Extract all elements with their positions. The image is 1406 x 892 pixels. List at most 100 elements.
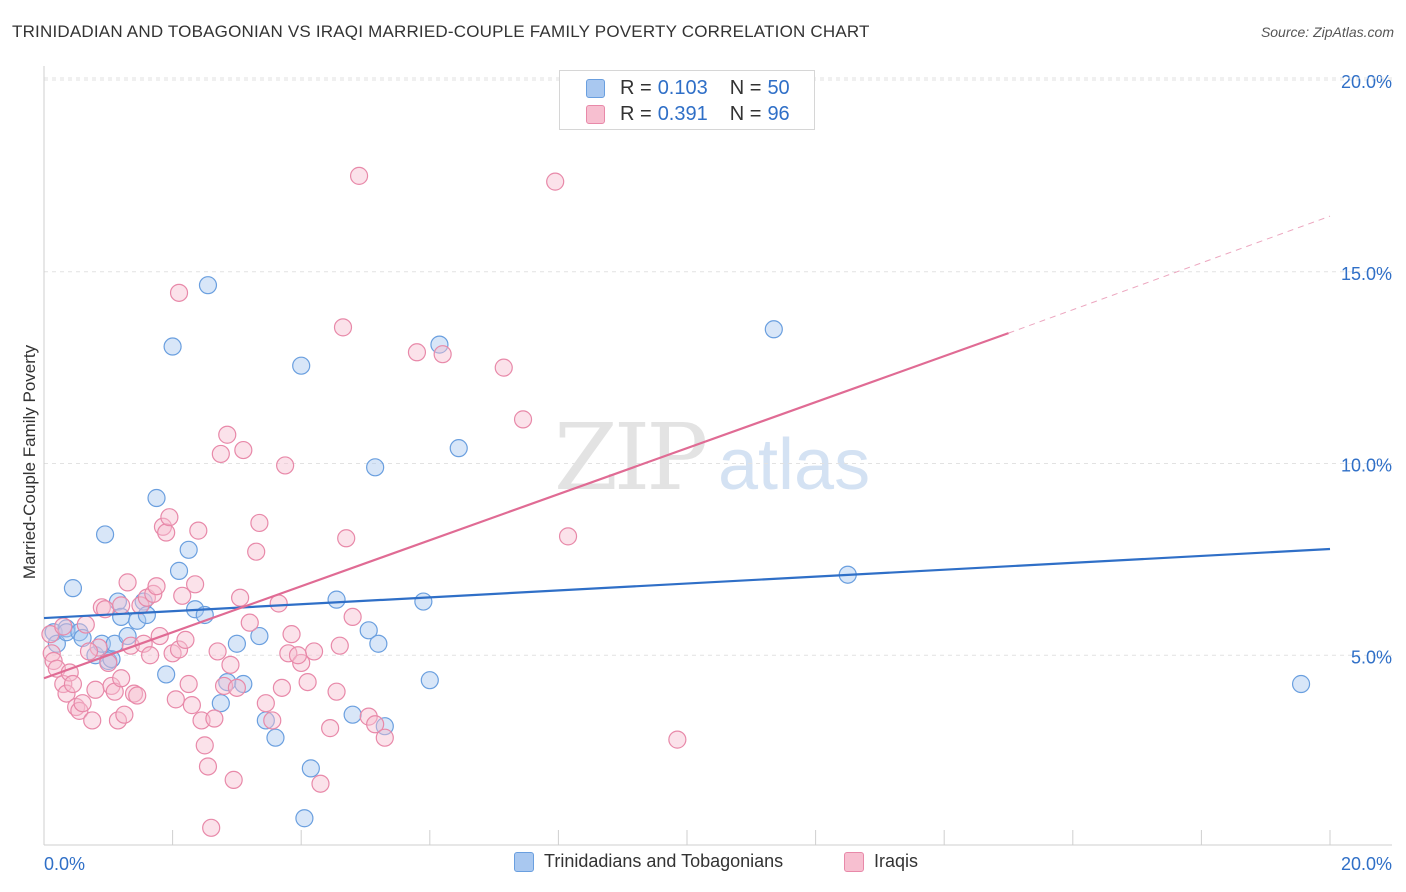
point-iraqi (173, 586, 192, 605)
point-trinidadian (57, 623, 76, 642)
point-iraqi (205, 709, 224, 728)
point-iraqi (176, 630, 195, 650)
x-tick-label: 20.0% (1341, 854, 1392, 874)
chart-title: TRINIDADIAN AND TOBAGONIAN VS IRAQI MARR… (12, 22, 870, 41)
y-axis-label: Married-Couple Family Poverty (20, 344, 39, 580)
point-iraqi (76, 615, 95, 634)
point-trinidadian (764, 320, 783, 339)
point-iraqi (250, 513, 269, 533)
point-iraqi (195, 736, 214, 755)
point-iraqi (115, 705, 134, 724)
watermark-atlas: atlas (718, 425, 871, 505)
point-trinidadian (301, 759, 320, 778)
point-trinidadian (420, 671, 439, 690)
point-iraqi (166, 690, 185, 709)
legend-swatch-iraqi (844, 851, 864, 872)
point-iraqi (231, 588, 250, 607)
point-iraqi (57, 684, 76, 703)
point-iraqi (83, 711, 102, 730)
legend-n-label: N = (729, 76, 762, 99)
point-iraqi (375, 728, 394, 747)
legend-r-value: 0.391 (657, 102, 708, 125)
point-trinidadian (295, 809, 314, 828)
point-iraqi (288, 646, 308, 665)
point-trinidadian (266, 728, 285, 747)
point-iraqi (337, 529, 356, 548)
point-trinidadian (1291, 674, 1311, 694)
point-trinidadian (211, 694, 230, 713)
legend-swatch-iraqi (586, 104, 605, 124)
point-iraqi (333, 318, 353, 337)
point-iraqi (366, 715, 385, 734)
legend-r-label: R = (620, 76, 652, 99)
point-iraqi (147, 577, 166, 596)
point-iraqi (321, 719, 340, 738)
point-iraqi (218, 425, 237, 444)
point-trinidadian (118, 626, 137, 646)
point-iraqi (102, 676, 121, 696)
point-iraqi (89, 638, 108, 657)
legend-item-trinidadian: Trinidadians and Tobagonians (514, 851, 783, 872)
point-trinidadian (163, 337, 182, 356)
point-iraqi (513, 410, 533, 429)
point-iraqi (227, 678, 246, 697)
legend-n-label: N = (729, 102, 762, 125)
point-iraqi (118, 573, 137, 592)
point-iraqi (327, 682, 346, 701)
point-iraqi (160, 508, 179, 527)
point-iraqi (189, 521, 208, 540)
point-trinidadian (95, 525, 115, 544)
point-iraqi (63, 674, 83, 694)
point-iraqi (169, 283, 189, 302)
correlation-legend: R = 0.103 N = 50 R = 0.391 N = 96 (559, 70, 815, 130)
point-trinidadian (169, 561, 189, 580)
point-iraqi (182, 696, 201, 715)
point-iraqi (407, 343, 427, 362)
point-iraqi (224, 770, 243, 789)
trendline-iraqi-extension (1008, 215, 1331, 334)
point-iraqi (276, 456, 295, 475)
trendline-iraqi (43, 332, 1009, 680)
point-trinidadian (157, 665, 176, 684)
point-iraqi (221, 655, 240, 674)
point-iraqi (202, 818, 221, 837)
point-iraqi (668, 730, 687, 749)
legend-item-iraqi: Iraqis (844, 851, 918, 872)
point-trinidadian (63, 579, 83, 598)
point-trinidadian (359, 621, 378, 640)
point-iraqi (169, 640, 189, 659)
point-iraqi (112, 596, 131, 615)
point-trinidadian (179, 540, 198, 559)
y-tick-label: 20.0% (1341, 72, 1392, 92)
point-iraqi (208, 642, 227, 661)
y-tick-label: 10.0% (1341, 456, 1392, 476)
point-trinidadian (227, 634, 246, 653)
point-iraqi (256, 694, 275, 713)
point-iraqi (546, 172, 565, 191)
trendline-trinidadian (43, 547, 1331, 620)
point-iraqi (304, 642, 324, 661)
point-iraqi (124, 684, 144, 703)
point-trinidadian (369, 634, 388, 653)
point-trinidadian (343, 705, 362, 724)
point-iraqi (140, 646, 160, 665)
legend-label-iraqi: Iraqis (874, 851, 919, 871)
point-iraqi (198, 757, 218, 776)
point-iraqi (234, 440, 253, 460)
point-trinidadian (327, 590, 346, 609)
legend-swatch-trinidadian (514, 851, 534, 872)
point-iraqi (311, 774, 330, 793)
point-trinidadian (414, 592, 433, 611)
point-iraqi (73, 694, 92, 713)
y-tick-label: 15.0% (1341, 264, 1392, 284)
point-iraqi (282, 625, 301, 644)
point-iraqi (54, 674, 73, 694)
watermark-zip: ZIP (554, 404, 708, 511)
point-iraqi (186, 575, 205, 594)
point-trinidadian (198, 276, 218, 295)
point-iraqi (343, 607, 362, 627)
point-trinidadian (292, 356, 311, 375)
x-tick-label: 0.0% (44, 854, 85, 874)
point-iraqi (263, 711, 282, 730)
